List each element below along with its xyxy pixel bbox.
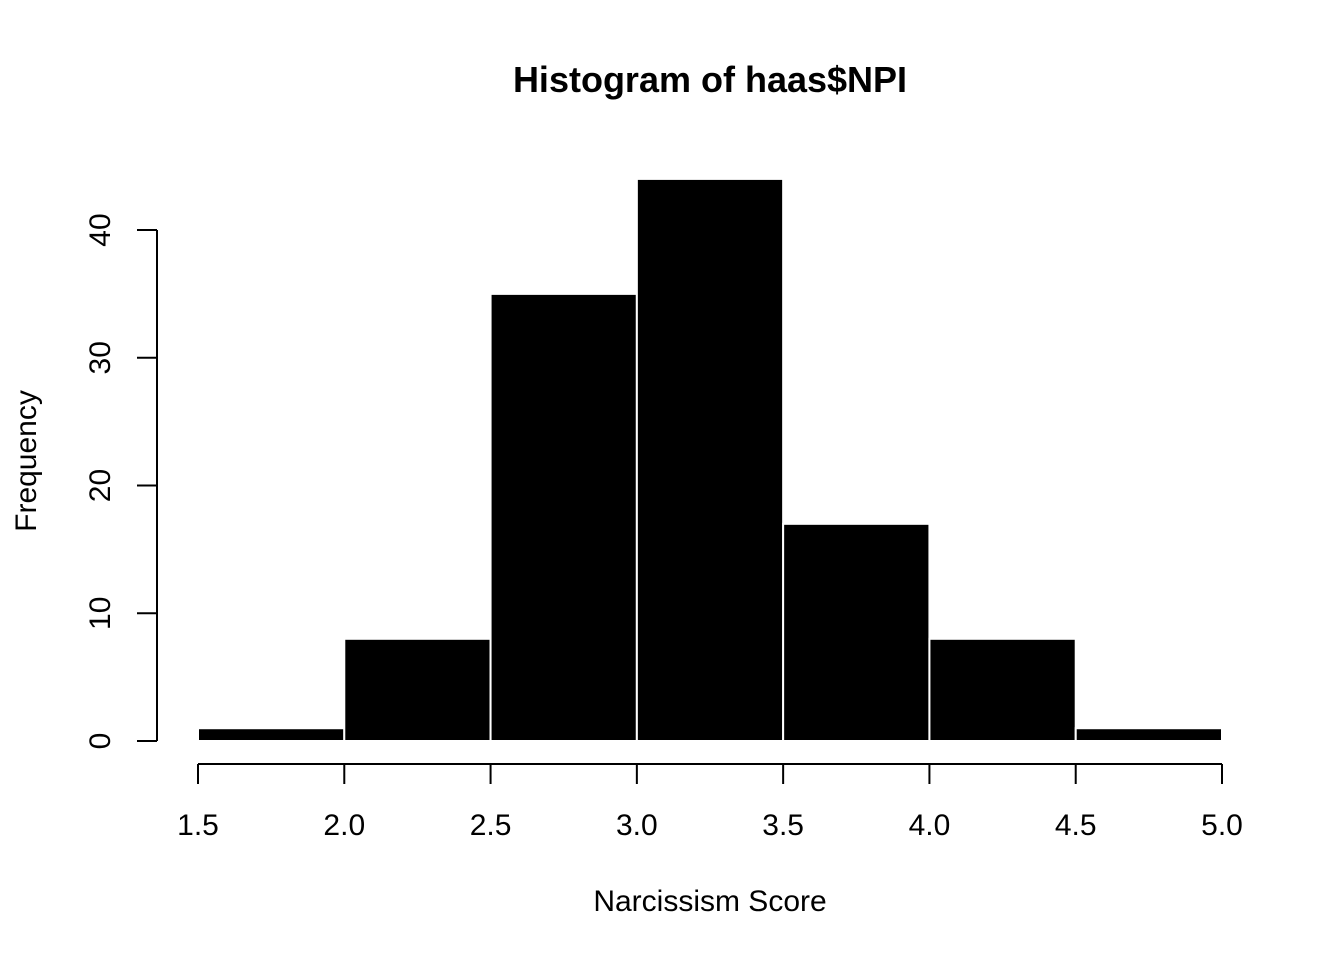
y-tick-label: 0 <box>84 733 117 750</box>
x-tick-label: 4.5 <box>1055 809 1097 842</box>
y-tick-label: 40 <box>84 213 117 246</box>
histogram-bar-4 <box>782 522 931 743</box>
x-tick-label: 4.0 <box>909 809 951 842</box>
y-axis: 0 10 20 30 40 <box>84 213 158 750</box>
histogram-bar-2 <box>489 292 638 742</box>
x-tick-label: 2.0 <box>323 809 365 842</box>
histogram-bar-6 <box>1074 727 1223 742</box>
x-tick-label: 2.5 <box>470 809 512 842</box>
bars-group <box>197 177 1223 743</box>
histogram-bar-3 <box>635 177 785 742</box>
y-tick-label: 20 <box>84 469 117 502</box>
x-tick-label: 3.5 <box>762 809 804 842</box>
histogram-bar-5 <box>928 637 1077 742</box>
x-axis-label: Narcissism Score <box>593 885 826 918</box>
histogram-bar-1 <box>343 637 492 742</box>
x-axis: 1.5 2.0 2.5 3.0 3.5 4.0 4.5 5.0 <box>177 763 1243 842</box>
chart-title: Histogram of haas$NPI <box>513 59 907 100</box>
histogram-bar-0 <box>197 727 346 742</box>
x-tick-label: 5.0 <box>1201 809 1243 842</box>
y-tick-label: 10 <box>84 597 117 630</box>
y-tick-label: 30 <box>84 341 117 374</box>
x-tick-label: 1.5 <box>177 809 219 842</box>
x-tick-label: 3.0 <box>616 809 658 842</box>
y-axis-label: Frequency <box>10 390 43 532</box>
